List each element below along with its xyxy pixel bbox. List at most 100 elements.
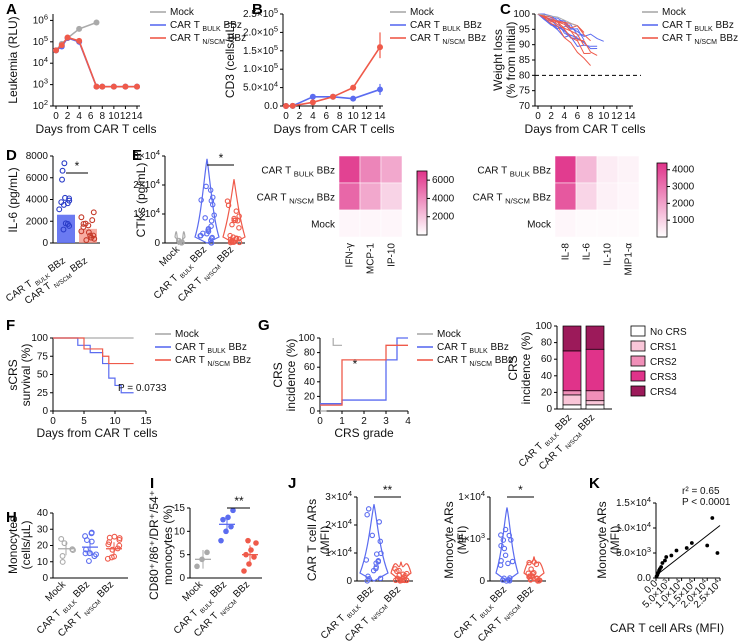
panel-k-xlabel: CAR T cell ARs (MFI) bbox=[610, 621, 724, 635]
panel-g2-ytick-label: 0 bbox=[546, 404, 552, 415]
panel-i-point bbox=[230, 507, 236, 514]
panel-e-point bbox=[176, 238, 182, 244]
panel-e-ylabel: CTKs (pg/mL) bbox=[134, 163, 148, 238]
panel-e-point bbox=[208, 223, 214, 229]
panel-j1-ytick-label: 0 bbox=[346, 576, 352, 587]
panel-k-point bbox=[659, 565, 664, 569]
panel-b-point bbox=[309, 99, 316, 106]
panel-h-point bbox=[85, 558, 92, 564]
panel-a-point bbox=[122, 83, 129, 90]
panel-b-xtick-label: 6 bbox=[324, 111, 330, 122]
panel-j1-point bbox=[377, 575, 384, 582]
panel-a-point bbox=[93, 19, 100, 26]
heatmap-2-col-label: IL-8 bbox=[561, 243, 572, 261]
panel-j2-point bbox=[533, 561, 540, 568]
panel-b-legend-bulk: CAR T BULK BBz bbox=[410, 20, 482, 33]
panel-g-xtick-label: 4 bbox=[405, 416, 411, 427]
panel-f-xtick-label: 5 bbox=[81, 416, 87, 427]
panel-label-c: C bbox=[500, 1, 511, 18]
panel-g-ylabel: CRS bbox=[271, 362, 285, 387]
heatmap-2-col-label: IL-6 bbox=[582, 243, 593, 261]
panel-i-point bbox=[194, 563, 200, 570]
panel-h-ylabel-2: (cells/µL) bbox=[19, 521, 33, 570]
panel-k-pvalue: P < 0.0001 bbox=[682, 497, 731, 508]
heatmap-1-row-nscm: CAR T N/SCM BBz bbox=[257, 193, 335, 206]
panel-d-ytick-label: 0 bbox=[42, 238, 48, 249]
heatmap-2-cell bbox=[575, 209, 598, 238]
panel-h-point bbox=[93, 551, 99, 558]
panel-k-r2: r² = 0.65 bbox=[682, 486, 720, 497]
panel-g2-segment bbox=[562, 404, 582, 410]
panel-a-series-line bbox=[55, 37, 137, 88]
panel-d-point bbox=[59, 167, 66, 174]
panel-j2-point bbox=[525, 570, 532, 577]
panel-e-point bbox=[229, 221, 235, 228]
heatmap-2-cell bbox=[575, 182, 598, 211]
panel-g-ytick-label: 100 bbox=[298, 333, 315, 344]
panel-f-ytick-label: 50 bbox=[37, 370, 49, 381]
panel-j1-point bbox=[364, 578, 370, 584]
panel-g-bulk-curve bbox=[320, 337, 408, 405]
panel-j1-significance: ** bbox=[383, 483, 393, 497]
panel-d-point bbox=[62, 194, 68, 201]
panel-a-ytick-label: 104 bbox=[33, 55, 48, 69]
panel-b-legend-nscm: CAR T N/SCM BBz bbox=[410, 33, 486, 46]
panel-label-a: A bbox=[6, 1, 17, 18]
heatmap-2-cell bbox=[596, 209, 619, 238]
panel-b-point bbox=[350, 84, 357, 91]
panel-d-point bbox=[60, 226, 67, 233]
crs-legend-label-1: CRS1 bbox=[650, 342, 677, 353]
panel-k-point bbox=[660, 561, 665, 565]
panel-a-point bbox=[76, 37, 83, 44]
panel-e-point bbox=[208, 240, 215, 246]
panel-e-ytick-label: 1×104 bbox=[133, 206, 160, 220]
panel-c-mock-line bbox=[537, 13, 578, 27]
panel-h-ytick-label: 20 bbox=[37, 541, 49, 552]
panel-f-ytick-label: 25 bbox=[37, 388, 49, 399]
panel-g-xtick-label: 1 bbox=[339, 416, 345, 427]
panel-e-point bbox=[211, 212, 217, 218]
panel-g-ytick-label: 40 bbox=[304, 377, 316, 388]
panel-c-xtick-label: 12 bbox=[611, 111, 623, 122]
panel-g2-segment bbox=[562, 390, 582, 396]
heatmap-2-col-label: IL-10 bbox=[603, 243, 614, 266]
panel-b-ytick-label: 0.0 bbox=[264, 101, 278, 112]
panel-e-ytick-label: 0 bbox=[154, 238, 160, 249]
panel-f-xlabel: Days from CAR T cells bbox=[37, 426, 158, 440]
panel-e-ytick-label: 2×104 bbox=[133, 177, 160, 191]
panel-j2-point bbox=[506, 577, 513, 584]
panel-d-point bbox=[83, 237, 90, 244]
panel-i-point bbox=[241, 568, 247, 574]
panel-j2-point bbox=[509, 558, 516, 565]
panel-j2-point bbox=[501, 545, 508, 552]
panel-e-point bbox=[208, 198, 215, 204]
panel-e-point bbox=[230, 234, 237, 240]
panel-j2-ytick-label: 1×104 bbox=[458, 489, 485, 503]
heatmap-2-scalebar bbox=[656, 162, 668, 238]
panel-b-ytick-label: 2.0×105 bbox=[243, 24, 278, 38]
panel-label-e: E bbox=[132, 147, 142, 164]
panel-c-ytick-label: 85 bbox=[519, 55, 531, 66]
panel-g-xlabel: CRS grade bbox=[334, 426, 394, 440]
panel-g2-segment bbox=[562, 325, 582, 352]
panel-i-significance: ** bbox=[234, 494, 244, 508]
panel-a-ytick-label: 106 bbox=[33, 12, 48, 26]
panel-a-xtick-label: 14 bbox=[131, 111, 143, 122]
panel-b-point bbox=[289, 102, 296, 109]
heatmap-1-cell bbox=[338, 155, 361, 184]
panel-e-point bbox=[204, 231, 210, 237]
panel-h-point bbox=[88, 530, 95, 537]
panel-j2-point bbox=[526, 559, 532, 566]
panel-g-legend-bulk: CAR T BULK BBz bbox=[437, 342, 509, 355]
panel-a-xtick-label: 8 bbox=[100, 111, 106, 122]
panel-k-point bbox=[689, 541, 694, 545]
panel-h-point bbox=[111, 533, 118, 540]
panel-d-ytick-label: 4000 bbox=[26, 195, 49, 206]
panel-a-xtick-label: 0 bbox=[53, 111, 59, 122]
panel-i-point bbox=[220, 516, 226, 523]
panel-d-point bbox=[59, 176, 65, 183]
panel-k-ylabel-2: (MFI) bbox=[608, 526, 622, 555]
panel-d-ylabel: IL-6 (pg/mL) bbox=[6, 167, 20, 232]
panel-e-violin bbox=[222, 179, 246, 244]
heatmap-2-row-nscm: CAR T N/SCM BBz bbox=[473, 193, 551, 206]
